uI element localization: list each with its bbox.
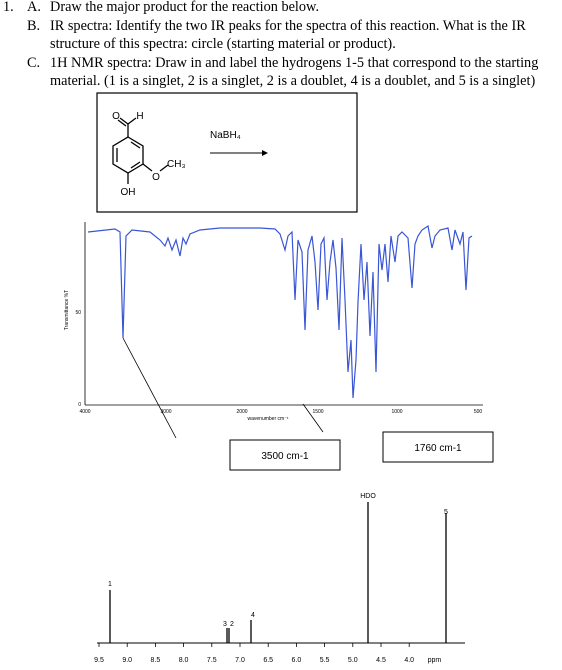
atom-label: CH₃ [167,159,186,170]
peak-label: 2 [230,621,234,628]
y-axis-label: Transmittance %T [64,290,70,330]
question-number: 1. [3,0,14,15]
x-tick-label: 5.0 [348,657,358,664]
callout-line [302,403,324,433]
part-text: Draw the major product for the reaction … [50,0,320,15]
callout-text: 1760 cm-1 [414,443,462,454]
part-label: C. [27,55,41,71]
part-label: B. [27,18,41,34]
x-tick-label: 500 [474,409,483,415]
x-tick-label: 4000 [79,409,90,415]
part-label: A. [27,0,41,15]
peak-label: HDO [360,493,376,500]
x-tick-label: 7.5 [207,657,217,664]
molecule [112,117,169,184]
x-tick-label: 4.5 [376,657,386,664]
x-tick-label: 4.0 [404,657,414,664]
x-tick-label: 1500 [312,409,323,415]
x-axis-label: wavenumber cm⁻¹ [248,416,289,422]
callout-text: 3500 cm-1 [261,451,309,462]
atom-label: O [112,111,120,122]
peak-label: 1 [108,581,112,588]
atom-label: OH [121,187,136,198]
callout-box [229,439,341,471]
callout-box [382,431,494,463]
peak-label: 4 [251,612,255,619]
nmr-peaks [109,502,447,643]
x-tick-label: 9.0 [122,657,132,664]
x-tick-label: 1000 [391,409,402,415]
peak-label: 3 [223,621,227,628]
atom-label: O [152,172,160,183]
x-tick-label: 7.0 [235,657,245,664]
x-tick-label: 8.0 [179,657,189,664]
ir-trace [87,224,473,399]
ir-axes [84,222,483,406]
reagent: NaBH₄ [210,130,241,141]
x-tick-label: 5.5 [320,657,330,664]
arrow-head [262,150,268,156]
x-tick-label: 6.0 [292,657,302,664]
x-tick-label: 2000 [236,409,247,415]
part-text: 1H NMR spectra: Draw in and label the hy… [50,55,539,89]
part-text: IR spectra: Identify the two IR peaks fo… [50,18,526,52]
x-tick-label: 8.5 [151,657,161,664]
x-unit: ppm [428,657,442,664]
x-tick-label: 6.5 [263,657,273,664]
y-tick-label: 50 [75,310,81,316]
y-tick-label: 0 [78,402,81,408]
peak-label: 5 [444,509,448,516]
callout-line [122,337,177,439]
x-tick-label: 3000 [160,409,171,415]
x-tick-label: 9.5 [94,657,104,664]
reaction-box [96,92,358,213]
atom-label: H [136,111,143,122]
